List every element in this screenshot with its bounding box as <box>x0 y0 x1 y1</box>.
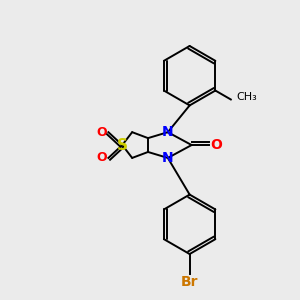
Text: N: N <box>162 125 174 139</box>
Text: S: S <box>117 137 128 152</box>
Text: O: O <box>96 152 107 164</box>
Text: CH₃: CH₃ <box>237 92 257 103</box>
Text: Br: Br <box>181 275 198 289</box>
Text: N: N <box>162 151 174 165</box>
Text: O: O <box>96 126 107 139</box>
Text: O: O <box>210 138 222 152</box>
